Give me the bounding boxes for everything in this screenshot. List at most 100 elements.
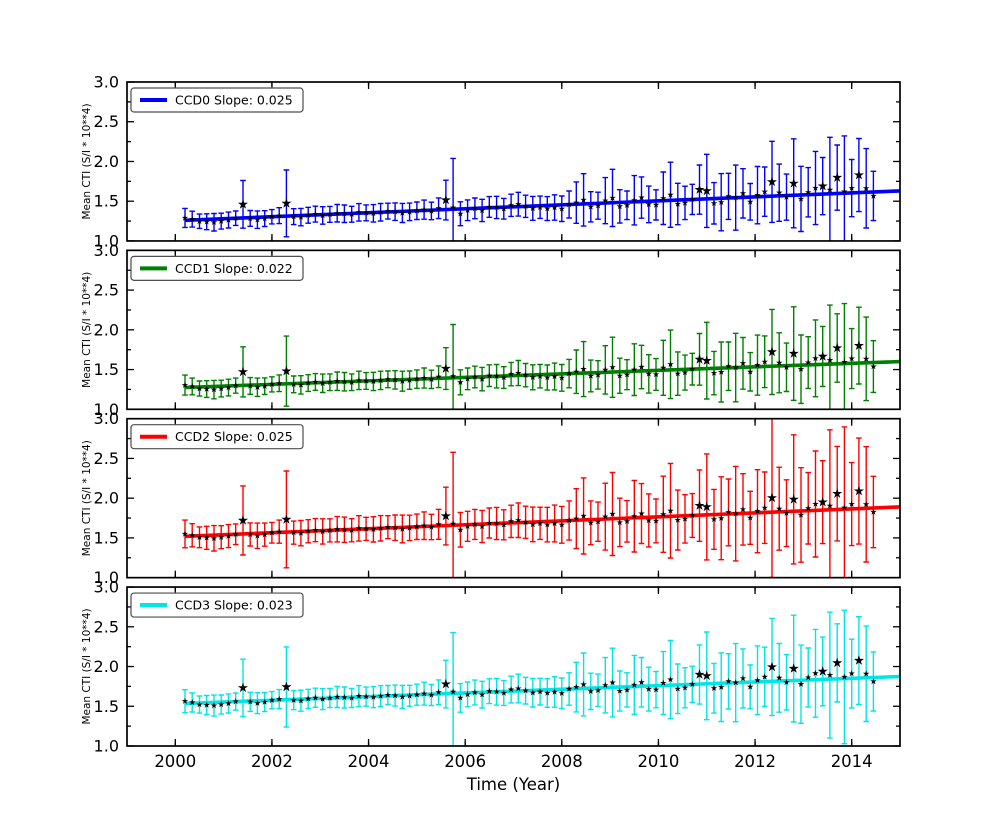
star-marker [674, 200, 681, 207]
star-marker [237, 199, 248, 209]
star-marker [500, 521, 508, 528]
star-marker [739, 190, 747, 197]
star-marker [297, 213, 305, 220]
star-marker [848, 500, 855, 507]
star-marker [689, 196, 696, 203]
star-marker [181, 381, 189, 388]
star-marker [486, 203, 493, 210]
star-marker [766, 176, 777, 187]
plot-area-ccd0 [181, 135, 900, 241]
y-tick-label: 2.5 [94, 449, 119, 468]
star-marker [420, 206, 428, 213]
star-marker [297, 381, 305, 388]
star-marker [623, 686, 631, 693]
star-marker [788, 663, 799, 673]
star-marker [247, 215, 254, 222]
star-marker [594, 371, 602, 378]
star-marker [783, 678, 790, 686]
star-marker [812, 500, 819, 507]
star-marker [413, 523, 421, 530]
star-marker [247, 698, 254, 705]
star-marker [853, 485, 864, 496]
star-marker [747, 198, 754, 205]
star-marker [355, 525, 363, 532]
star-marker [529, 521, 537, 528]
star-marker [667, 361, 674, 368]
star-marker [377, 524, 384, 531]
star-marker [319, 695, 326, 702]
star-marker [783, 193, 790, 200]
y-tick-label: 1.5 [94, 360, 119, 379]
star-marker [261, 698, 268, 705]
star-marker [689, 512, 696, 519]
star-marker [841, 188, 848, 195]
star-marker [645, 370, 652, 377]
star-marker [652, 517, 660, 524]
star-marker [725, 678, 732, 685]
star-marker [551, 688, 558, 695]
star-marker [225, 532, 232, 539]
star-marker [218, 385, 225, 392]
trend-line-ccd1 [184, 359, 900, 390]
star-marker [522, 202, 529, 209]
star-marker [674, 685, 681, 692]
star-marker [319, 528, 326, 535]
star-marker [739, 675, 747, 682]
star-marker [304, 211, 312, 218]
star-marker [181, 697, 189, 704]
x-tick-label: 2004 [348, 752, 390, 771]
star-marker [297, 697, 305, 704]
star-marker [761, 188, 768, 195]
star-marker [268, 529, 276, 536]
legend-label: CCD2 Slope: 0.025 [175, 429, 293, 444]
star-marker [290, 213, 297, 220]
star-marker [413, 207, 421, 214]
star-marker [304, 379, 312, 386]
star-marker [805, 359, 812, 366]
y-axis-label: Mean CTI (S/I * 10**4) [81, 272, 93, 388]
star-marker [232, 698, 239, 705]
star-marker [536, 519, 544, 527]
legend-ccd3: CCD3 Slope: 0.023 [130, 592, 304, 618]
star-marker [754, 676, 761, 683]
y-axis-label: Mean CTI (S/I * 10**4) [81, 440, 93, 556]
star-marker [413, 375, 421, 382]
x-tick-label: 2006 [444, 752, 486, 771]
star-marker [355, 377, 363, 384]
star-marker [536, 372, 544, 379]
star-marker [565, 517, 573, 524]
star-marker [312, 694, 319, 701]
star-marker [247, 531, 254, 538]
plot-area-ccd1 [181, 302, 900, 410]
y-tick-label: 3.0 [94, 578, 119, 597]
star-marker [580, 681, 587, 688]
star-marker [203, 218, 210, 225]
star-marker [660, 194, 667, 201]
star-marker [689, 365, 696, 372]
star-marker [384, 207, 392, 214]
star-marker [348, 210, 355, 217]
star-marker [732, 679, 739, 686]
y-axis-label: Mean CTI (S/I * 10**4) [81, 608, 93, 724]
star-marker [718, 198, 725, 205]
star-marker [232, 530, 239, 537]
star-marker [189, 383, 196, 390]
star-marker [254, 216, 261, 223]
star-marker [237, 515, 248, 525]
star-marker [870, 508, 877, 515]
star-marker [701, 185, 712, 196]
star-marker [276, 695, 283, 702]
star-marker [565, 685, 573, 692]
star-marker [515, 685, 522, 692]
star-marker [694, 184, 705, 194]
star-marker [631, 196, 638, 203]
y-tick-label: 1.0 [94, 568, 119, 587]
star-marker [406, 376, 413, 383]
star-marker [667, 507, 674, 514]
star-marker [237, 682, 248, 693]
axis-ticks [127, 81, 900, 242]
star-marker [631, 681, 638, 688]
star-marker [701, 501, 712, 512]
